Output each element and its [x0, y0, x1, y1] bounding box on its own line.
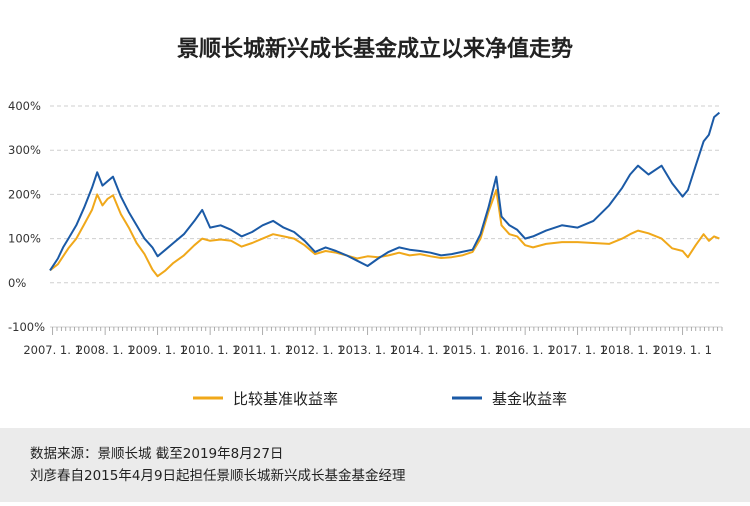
footer-note: 数据来源：景顺长城 截至2019年8月27日 刘彦春自2015年4月9日起担任景… [0, 428, 750, 502]
x-tick-label: 2019. 1. 1 [653, 343, 712, 357]
legend-label-1: 比较基准收益率 [233, 390, 338, 408]
x-tick-label: 2010. 1. 1 [181, 343, 240, 357]
series-line-1 [49, 189, 720, 278]
chart-title: 景顺长城新兴成长基金成立以来净值走势 [177, 36, 573, 62]
y-tick-label: -100% [8, 320, 45, 334]
data-source-note: 数据来源：景顺长城 截至2019年8月27日 [30, 446, 284, 462]
y-tick-label: 300% [8, 143, 41, 157]
y-tick-label: 200% [8, 187, 41, 201]
x-tick-label: 2007. 1. 1 [23, 343, 82, 357]
x-tick-label: 2013. 1. 1 [338, 343, 397, 357]
series-line-2 [49, 111, 721, 271]
x-tick-label: 2016. 1. 1 [496, 343, 555, 357]
y-tick-label: 0% [8, 276, 26, 290]
y-tick-label: 100% [8, 232, 41, 246]
x-tick-label: 2008. 1. 1 [76, 343, 135, 357]
x-tick-label: 2011. 1. 1 [233, 343, 292, 357]
x-tick-label: 2015. 1. 1 [443, 343, 502, 357]
legend-label-2: 基金收益率 [492, 390, 567, 408]
x-tick-label: 2009. 1. 1 [128, 343, 187, 357]
x-tick-label: 2014. 1. 1 [391, 343, 450, 357]
x-tick-label: 2012. 1. 1 [286, 343, 345, 357]
x-tick-label: 2018. 1. 1 [601, 343, 660, 357]
x-tick-label: 2017. 1. 1 [548, 343, 607, 357]
y-tick-label: 400% [8, 99, 41, 113]
manager-note: 刘彦春自2015年4月9日起担任景顺长城新兴成长基金基金经理 [30, 468, 406, 484]
